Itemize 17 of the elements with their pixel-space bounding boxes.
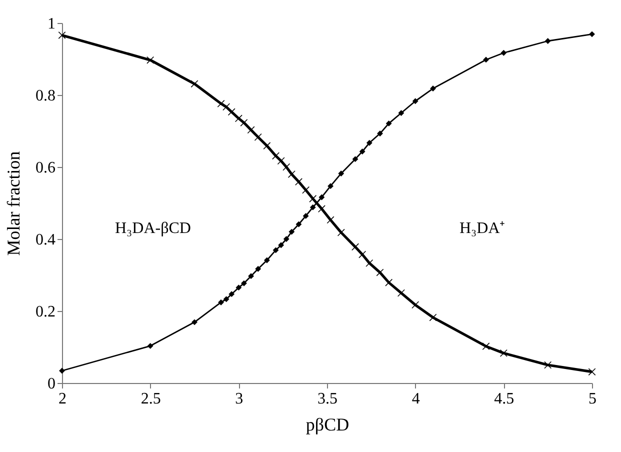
- y-tick-label: 0: [48, 376, 56, 392]
- x-tick-label: 4.5: [494, 390, 514, 408]
- x-tick-label: 3.5: [318, 390, 338, 408]
- annotation: H₃DA-βCD: [115, 220, 191, 238]
- x-tick-label: 5: [588, 390, 596, 408]
- y-tick-label: 1: [48, 16, 56, 32]
- x-tick-label: 4: [412, 390, 420, 408]
- y-tick-label: 0.8: [36, 88, 56, 104]
- y-tick-label: 0.2: [36, 304, 56, 320]
- y-tick-label: 0.4: [36, 232, 56, 248]
- y-tick-label: 0.6: [36, 160, 56, 176]
- x-axis-title: pβCD: [306, 414, 350, 434]
- annotation: H₃DA⁺: [460, 220, 505, 238]
- y-axis-title: Molar fraction: [4, 151, 24, 256]
- x-tick-label: 2.5: [140, 390, 161, 408]
- x-tick-label: 3: [235, 390, 244, 408]
- x-tick-label: 2: [58, 390, 66, 408]
